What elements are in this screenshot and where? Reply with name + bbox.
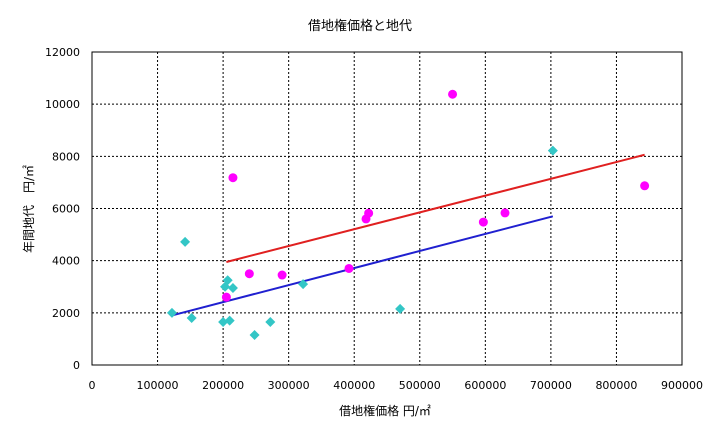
circle-point <box>448 89 458 99</box>
y-tick-label: 2000 <box>52 307 80 320</box>
diamond-point <box>249 330 260 341</box>
grid <box>92 52 682 365</box>
circle-point <box>344 263 354 273</box>
data-points <box>166 89 650 341</box>
diamond-point <box>395 303 406 314</box>
x-tick-label: 0 <box>89 379 96 392</box>
x-tick-label: 200000 <box>202 379 244 392</box>
diamond-point <box>224 315 235 326</box>
x-tick-label: 800000 <box>595 379 637 392</box>
circle-point <box>478 217 488 227</box>
diamond-point <box>265 316 276 327</box>
circle-point <box>500 208 510 218</box>
tick-labels: 0 100000 200000 300000 400000 500000 600000 700… <box>45 46 703 392</box>
chart-title: 借地権価格と地代 <box>308 18 412 34</box>
diamond-point <box>547 145 558 156</box>
y-tick-label: 4000 <box>52 255 80 268</box>
trendline <box>171 215 554 317</box>
x-tick-label: 500000 <box>399 379 441 392</box>
circle-point <box>221 292 231 302</box>
y-tick-label: 12000 <box>45 46 80 59</box>
diamond-point <box>186 313 197 324</box>
y-tick-label: 0 <box>73 359 80 372</box>
circle-point <box>640 181 650 191</box>
diamond-point <box>227 283 238 294</box>
trendline <box>226 153 645 263</box>
x-tick-label: 400000 <box>333 379 375 392</box>
y-tick-label: 6000 <box>52 203 80 216</box>
y-axis-label: 年間地代 円/㎡ <box>22 165 36 253</box>
diamond-point <box>180 236 191 247</box>
diamond-point <box>218 316 229 327</box>
x-tick-label: 700000 <box>530 379 572 392</box>
x-axis-label: 借地権価格 円/㎡ <box>339 403 431 418</box>
circle-point <box>228 173 238 183</box>
x-tick-label: 100000 <box>137 379 179 392</box>
circle-point <box>244 269 254 279</box>
x-tick-label: 900000 <box>661 379 703 392</box>
y-tick-label: 8000 <box>52 150 80 163</box>
plot-area <box>91 51 683 366</box>
diamond-point <box>166 307 177 318</box>
x-tick-label: 600000 <box>464 379 506 392</box>
trendlines <box>171 153 645 317</box>
diamond-point <box>298 279 309 290</box>
y-tick-label: 10000 <box>45 98 80 111</box>
circle-point <box>277 270 287 280</box>
x-tick-label: 300000 <box>268 379 310 392</box>
diamond-point <box>222 275 233 286</box>
circle-point <box>364 208 374 218</box>
